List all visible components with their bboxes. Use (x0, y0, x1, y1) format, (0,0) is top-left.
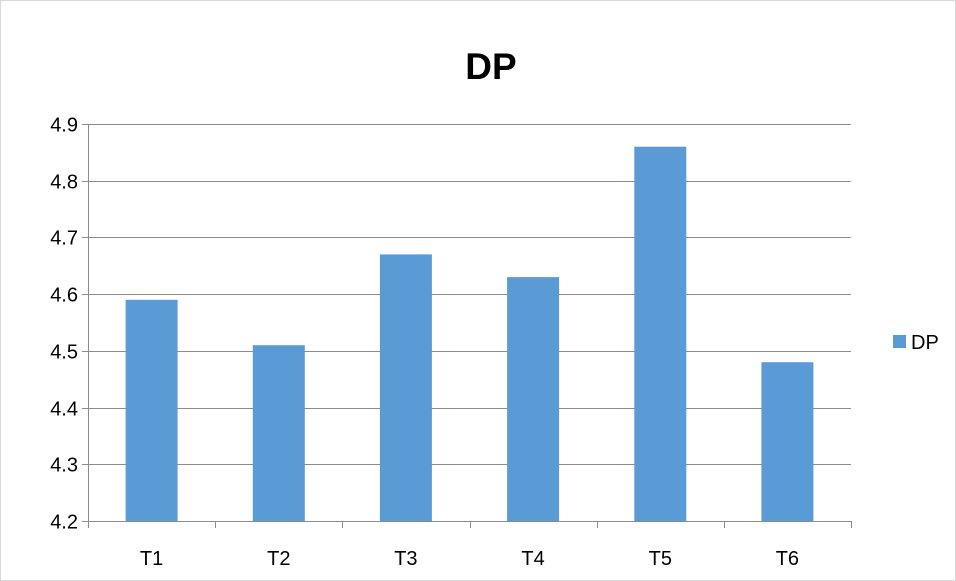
legend-label-dp: DP (911, 332, 939, 354)
bars (125, 146, 814, 521)
bar-t3 (379, 254, 432, 521)
bar-t2 (252, 345, 305, 521)
chart-title: DP (465, 46, 516, 87)
y-tick-label: 4.6 (50, 285, 78, 307)
y-tick-label: 4.2 (50, 512, 78, 534)
legend-swatch-dp (893, 335, 906, 348)
bar-t5 (634, 146, 687, 521)
x-tick-label: T1 (140, 548, 163, 570)
legend: DP (893, 332, 939, 354)
x-tick-label: T2 (267, 548, 290, 570)
y-tick-label: 4.3 (50, 455, 78, 477)
x-tick-label: T5 (649, 548, 672, 570)
gridlines (88, 124, 851, 465)
bar-t1 (125, 299, 178, 521)
y-tick-label: 4.8 (50, 172, 78, 194)
y-axis-tick-labels: 4.2 4.3 4.4 4.5 4.6 4.7 4.8 4.9 (50, 115, 78, 534)
x-tick-label: T3 (394, 548, 417, 570)
x-tick-label: T6 (776, 548, 799, 570)
x-tick-label: T4 (521, 548, 544, 570)
y-tick-label: 4.7 (50, 228, 78, 250)
x-axis-tick-labels: T1 T2 T3 T4 T5 T6 (140, 548, 799, 570)
bar-t4 (507, 277, 560, 521)
y-tick-label: 4.4 (50, 399, 78, 421)
axes (82, 124, 852, 528)
bar-t6 (761, 362, 814, 521)
y-tick-label: 4.5 (50, 342, 78, 364)
y-tick-label: 4.9 (50, 115, 78, 137)
